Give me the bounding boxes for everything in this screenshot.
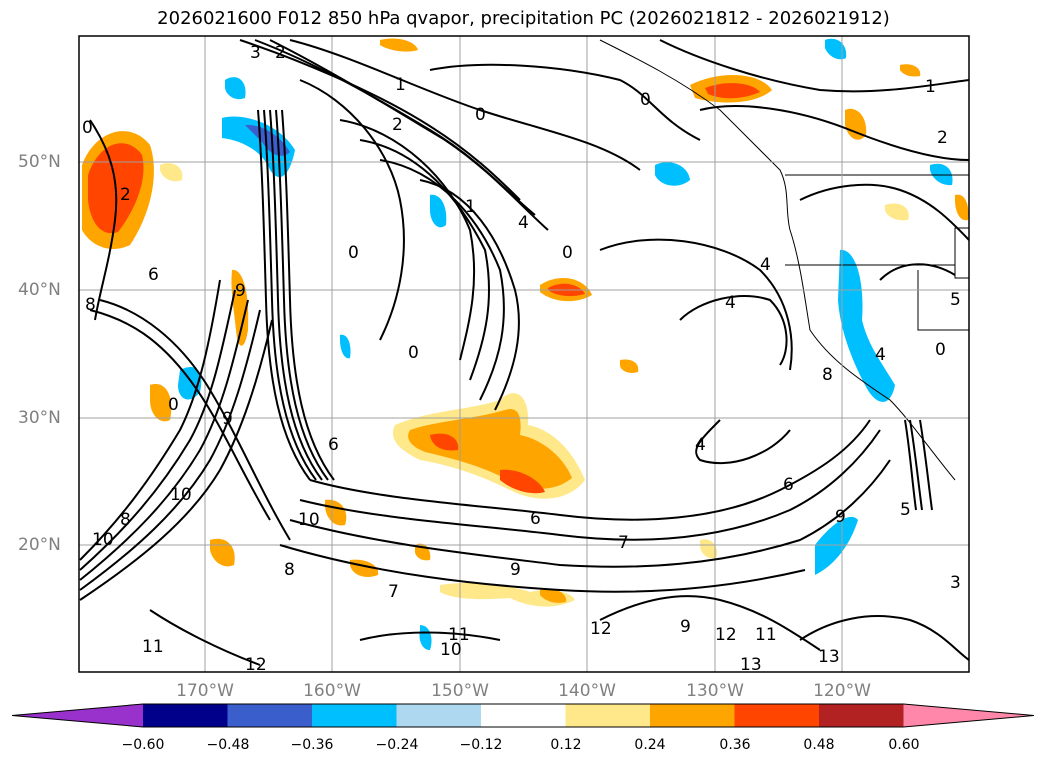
contour-label: 0 bbox=[168, 395, 179, 415]
contour-label: 12 bbox=[715, 625, 737, 645]
lat-label: 20°N bbox=[18, 535, 61, 555]
colorbar-segment bbox=[396, 704, 482, 727]
lon-label: 160°W bbox=[303, 681, 361, 701]
contour-label: 13 bbox=[740, 655, 762, 675]
contour-label: 4 bbox=[725, 293, 736, 313]
colorbar-tick-label: 0.48 bbox=[803, 737, 835, 753]
contour-label: 2 bbox=[120, 185, 131, 205]
contour-label: 4 bbox=[760, 255, 771, 275]
contour-label: 10 bbox=[92, 530, 114, 550]
contour-labels: 3 2 0 1 0 1 2 0 4 0 0 6 9 8 9 10 10 8 10… bbox=[82, 43, 961, 675]
contour-label: 0 bbox=[640, 90, 651, 110]
colorbar-segment bbox=[143, 704, 228, 727]
contour-label: 11 bbox=[755, 625, 777, 645]
colorbar-segment bbox=[312, 704, 397, 727]
map-title: 2026021600 F012 850 hPa qvapor, precipit… bbox=[157, 8, 890, 29]
lon-label: 120°W bbox=[813, 681, 871, 701]
lat-label: 50°N bbox=[18, 152, 61, 172]
contour-label: 9 bbox=[235, 281, 246, 301]
map-frame bbox=[78, 35, 970, 673]
colorbar-tick-label: −0.24 bbox=[375, 737, 419, 753]
colorbar-tick-label: 0.24 bbox=[634, 737, 666, 753]
contour-label: 9 bbox=[835, 507, 846, 527]
contour-label: 6 bbox=[148, 265, 159, 285]
contour-label: 0 bbox=[82, 118, 93, 138]
contour-label: 1 bbox=[465, 197, 476, 217]
colorbar-extend-high bbox=[903, 704, 1034, 727]
qvapor-contours bbox=[79, 39, 969, 666]
colorbar-segment bbox=[650, 704, 735, 727]
contour-label: 8 bbox=[120, 510, 131, 530]
contour-label: 12 bbox=[590, 619, 612, 639]
contour-label: 6 bbox=[328, 435, 339, 455]
colorbar-extend-low bbox=[12, 704, 143, 727]
colorbar-tick-label: −0.36 bbox=[290, 737, 334, 753]
contour-label: 0 bbox=[475, 105, 486, 125]
contour-label: 11 bbox=[142, 637, 164, 657]
lon-label: 170°W bbox=[176, 681, 234, 701]
contour-label: 11 bbox=[448, 625, 470, 645]
colorbar-tick-label: −0.48 bbox=[206, 737, 250, 753]
contour-label: 13 bbox=[818, 647, 840, 667]
precip-shading bbox=[82, 38, 969, 650]
colorbar-segment bbox=[734, 704, 820, 727]
colorbar-tick-label: −0.60 bbox=[121, 737, 165, 753]
contour-label: 0 bbox=[562, 243, 573, 263]
map-panel: 3 2 0 1 0 1 2 0 4 0 0 6 9 8 9 10 10 8 10… bbox=[79, 36, 969, 675]
colorbar-outline bbox=[11, 703, 1035, 728]
colorbar-tick-label: 0.36 bbox=[719, 737, 751, 753]
colorbar-segment bbox=[819, 704, 904, 727]
contour-label: 10 bbox=[298, 510, 320, 530]
contour-label: 8 bbox=[822, 365, 833, 385]
lon-label: 130°W bbox=[686, 681, 744, 701]
contour-label: 12 bbox=[245, 655, 267, 675]
contour-label: 8 bbox=[85, 295, 96, 315]
contour-label: 0 bbox=[348, 243, 359, 263]
lat-label: 40°N bbox=[18, 280, 61, 300]
contour-label: 8 bbox=[284, 560, 295, 580]
colorbar-segment bbox=[227, 704, 313, 727]
contour-label: 10 bbox=[170, 485, 192, 505]
lon-label: 150°W bbox=[431, 681, 489, 701]
contour-label: 5 bbox=[950, 290, 961, 310]
colorbar-tick-label: −0.12 bbox=[459, 737, 503, 753]
contour-label: 2 bbox=[275, 43, 286, 63]
contour-label: 7 bbox=[618, 533, 629, 553]
contour-label: 6 bbox=[530, 509, 541, 529]
contour-label: 0 bbox=[935, 340, 946, 360]
contour-label: 3 bbox=[950, 573, 961, 593]
contour-label: 9 bbox=[510, 560, 521, 580]
contour-label: 4 bbox=[695, 435, 706, 455]
contour-label: 4 bbox=[518, 213, 529, 233]
contour-label: 1 bbox=[925, 77, 936, 97]
contour-label: 9 bbox=[222, 409, 233, 429]
contour-label: 0 bbox=[408, 343, 419, 363]
colorbar-segment bbox=[565, 704, 651, 727]
contour-label: 7 bbox=[388, 582, 399, 602]
contour-label: 6 bbox=[783, 475, 794, 495]
contour-label: 5 bbox=[900, 500, 911, 520]
colorbar bbox=[11, 703, 1035, 728]
colorbar-segment bbox=[481, 704, 566, 727]
lon-label: 140°W bbox=[558, 681, 616, 701]
contour-label: 1 bbox=[395, 75, 406, 95]
lat-label: 30°N bbox=[18, 408, 61, 428]
contour-label: 4 bbox=[875, 345, 886, 365]
contour-label: 10 bbox=[440, 640, 462, 660]
contour-label: 2 bbox=[937, 128, 948, 148]
contour-label: 9 bbox=[680, 617, 691, 637]
contour-label: 2 bbox=[392, 115, 403, 135]
contour-label: 3 bbox=[250, 43, 261, 63]
colorbar-tick-label: 0.12 bbox=[550, 737, 582, 753]
colorbar-tick-label: 0.60 bbox=[888, 737, 920, 753]
